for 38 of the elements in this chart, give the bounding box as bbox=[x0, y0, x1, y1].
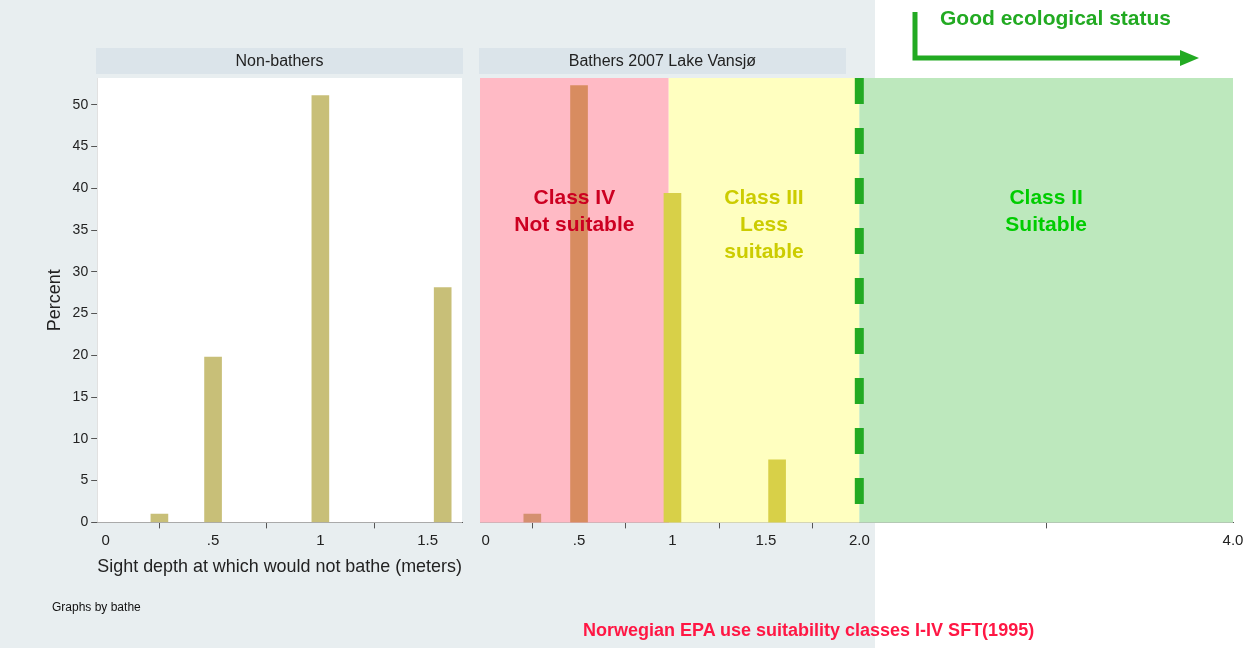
x-tick-label: 4.0 bbox=[1222, 530, 1244, 548]
chart-title: Bathers 2007 Lake Vansjø bbox=[479, 48, 846, 74]
y-tick-label: 35 bbox=[72, 220, 89, 237]
band-label: Class III Less suitable bbox=[724, 184, 804, 262]
x-tick-label: .5 bbox=[206, 530, 220, 548]
y-tick-label: 40 bbox=[72, 179, 89, 196]
y-axis-title: Percent bbox=[43, 269, 64, 332]
bar bbox=[663, 192, 682, 523]
band-label: Class IV Not suitable bbox=[514, 184, 635, 235]
band-label: Class II Suitable bbox=[1005, 184, 1087, 235]
x-tick-label: 1 bbox=[316, 530, 325, 548]
y-tick-label: 5 bbox=[80, 471, 89, 488]
y-tick-label: 30 bbox=[72, 262, 89, 279]
x-tick-label: 0 bbox=[101, 530, 110, 548]
bar bbox=[523, 513, 542, 523]
y-tick-label: 50 bbox=[72, 95, 89, 112]
x-tick-label: 0 bbox=[481, 530, 490, 548]
bar bbox=[768, 459, 786, 523]
chart-title: Non-bathers bbox=[96, 48, 463, 74]
text: Graphs by bathe bbox=[52, 600, 141, 614]
bar bbox=[311, 95, 330, 523]
x-axis-title: Sight depth at which would not bathe (meters) bbox=[97, 556, 462, 577]
y-tick-label: 45 bbox=[72, 137, 89, 154]
bar bbox=[150, 513, 169, 523]
y-tick-label: 15 bbox=[72, 387, 89, 404]
x-tick-label: 1 bbox=[668, 530, 677, 548]
x-tick-label: 1.5 bbox=[755, 530, 777, 548]
y-tick-label: 25 bbox=[72, 304, 89, 321]
bar bbox=[204, 356, 222, 523]
x-tick-label: 1.5 bbox=[417, 530, 439, 548]
y-tick-label: 10 bbox=[72, 429, 89, 446]
text: Norwegian EPA use suitability classes I-IV SFT(1995) bbox=[583, 620, 1035, 641]
y-tick-label: 20 bbox=[72, 346, 89, 363]
y-tick-label: 0 bbox=[80, 513, 89, 530]
text: Good ecological status bbox=[940, 6, 1172, 30]
x-tick-label: .5 bbox=[572, 530, 586, 548]
x-tick-label: 2.0 bbox=[848, 530, 870, 548]
bar bbox=[433, 287, 452, 523]
